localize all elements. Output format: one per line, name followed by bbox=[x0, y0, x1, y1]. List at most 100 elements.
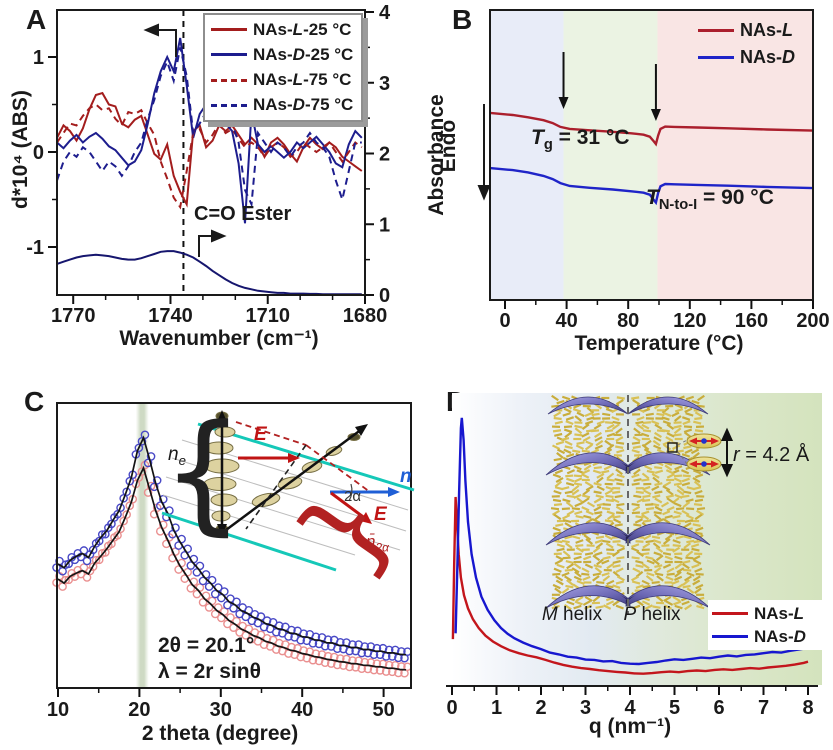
x-tick-label: 160 bbox=[735, 310, 768, 332]
scatter-point bbox=[101, 529, 110, 539]
x-tick-label: 8 bbox=[802, 697, 813, 719]
panel-b-endo-label: Endo bbox=[437, 119, 460, 173]
scatter-point bbox=[149, 482, 159, 492]
y-right-tick-label: 4 bbox=[379, 2, 391, 24]
legend-line-swatch bbox=[211, 28, 247, 32]
panel-d-spacing-callout bbox=[667, 427, 734, 478]
endo-arrow bbox=[477, 104, 491, 201]
right-axis-pointer-arrow bbox=[198, 229, 227, 257]
inset-cyan-line bbox=[161, 511, 337, 572]
legend-line-swatch bbox=[698, 29, 734, 32]
legend-line-swatch bbox=[211, 103, 247, 107]
scatter-point bbox=[223, 619, 232, 629]
inset-field-vectors bbox=[238, 453, 400, 524]
scatter-point bbox=[88, 562, 98, 571]
x-tick-label: 4 bbox=[624, 697, 636, 719]
legend-line-swatch bbox=[211, 78, 247, 82]
panel-b-plot: 0 40 80 120 160 200 bbox=[477, 9, 830, 332]
x-tick-label: 1680 bbox=[343, 305, 388, 327]
legend-label: NAs-L-75 °C bbox=[253, 70, 352, 90]
series-line bbox=[56, 250, 362, 296]
scatter-point bbox=[107, 539, 116, 549]
inset-ne-label: ne bbox=[168, 444, 186, 468]
left-axis-pointer-arrow bbox=[143, 23, 177, 57]
x-tick-label: 50 bbox=[372, 699, 394, 721]
legend-label: NAs-D bbox=[740, 47, 796, 67]
panel-c-letter: C bbox=[24, 386, 45, 417]
inset-n-label: n bbox=[400, 466, 412, 487]
panel-b-letter: B bbox=[452, 4, 473, 35]
x-tick-label: 30 bbox=[210, 699, 232, 721]
scatter-point bbox=[125, 501, 135, 510]
legend-item: NAs-D-75 °C bbox=[211, 95, 355, 115]
x-tick-label: 10 bbox=[47, 699, 69, 721]
x-tick-label: 7 bbox=[758, 697, 769, 719]
p-helix-illustration bbox=[625, 394, 711, 611]
scatter-point bbox=[107, 519, 116, 529]
scatter-point bbox=[186, 584, 196, 593]
scatter-point bbox=[137, 436, 147, 446]
m-helix-label: M helix bbox=[541, 604, 603, 625]
scatter-point bbox=[210, 609, 220, 619]
inset-n2alpha-label: n̄2α bbox=[366, 532, 389, 555]
x-tick-label: 0 bbox=[499, 310, 510, 332]
panel-a-letter: A bbox=[26, 4, 47, 35]
inset-dashed-construction-lines bbox=[235, 421, 371, 530]
x-tick-label: 80 bbox=[617, 310, 639, 332]
fit-line bbox=[57, 435, 407, 656]
plot-element bbox=[489, 9, 814, 301]
legend-label: NAs-D bbox=[754, 626, 806, 646]
panel-c-inset-diagram: { } bbox=[161, 396, 419, 595]
scatter-point bbox=[137, 467, 147, 476]
series-line bbox=[489, 166, 814, 206]
inset-director-arrows bbox=[217, 410, 368, 536]
panel-c-peak-annotation: 2θ = 20.1° bbox=[158, 634, 255, 657]
series-line bbox=[56, 91, 363, 208]
scatter-point bbox=[125, 476, 135, 486]
scatter-point bbox=[113, 509, 122, 519]
scatter-point bbox=[94, 555, 104, 565]
panel-c-x-title: 2 theta (degree) bbox=[141, 722, 299, 745]
x-tick-label: 2 bbox=[535, 697, 546, 719]
legend-item: NAs-L bbox=[712, 604, 826, 624]
legend-label: NAs-L-25 °C bbox=[253, 19, 352, 39]
scatter-point bbox=[119, 493, 128, 503]
x-tick-label: 1740 bbox=[148, 305, 193, 327]
plot-element bbox=[657, 11, 813, 299]
legend-line-swatch bbox=[698, 56, 734, 59]
legend-label: NAs-L bbox=[754, 603, 805, 623]
scatter-point bbox=[94, 536, 104, 546]
x-tick-label: 200 bbox=[796, 310, 829, 332]
x-tick-label: 1710 bbox=[245, 305, 290, 327]
inset-2alpha-label: 2α bbox=[344, 488, 362, 505]
panel-b-x-title: Temperature (°C) bbox=[574, 332, 744, 355]
scatter-point bbox=[210, 589, 220, 599]
legend-item: NAs-L-75 °C bbox=[211, 70, 355, 90]
x-tick-label: 1770 bbox=[51, 305, 96, 327]
transition-arrowhead bbox=[558, 97, 569, 109]
panel-b-legend: NAs-L NAs-D bbox=[698, 20, 795, 68]
series-line bbox=[454, 417, 809, 666]
x-tick-label: 3 bbox=[580, 697, 591, 719]
x-tick-label: 5 bbox=[669, 697, 680, 719]
legend-item: NAs-D bbox=[712, 627, 826, 647]
y-right-tick-label: 1 bbox=[379, 214, 390, 236]
plot-element bbox=[563, 11, 658, 299]
x-tick-label: 120 bbox=[673, 310, 706, 332]
transition-arrowhead bbox=[650, 109, 661, 121]
scatter-point bbox=[143, 458, 153, 468]
scatter-point bbox=[88, 545, 98, 555]
panel-a-plot: 1770 1740 1710 1680 1 0 -1 4 3 2 1 0 bbox=[26, 2, 391, 327]
scatter-point bbox=[64, 559, 74, 569]
legend-item: NAs-L-25 °C bbox=[211, 20, 355, 40]
panel-a-x-title: Wavenumber (cm⁻¹) bbox=[119, 327, 319, 350]
x-tick-label: 40 bbox=[291, 699, 313, 721]
plot-element bbox=[490, 11, 564, 299]
panel-d-plot: 0 1 2 3 4 5 6 7 8 bbox=[446, 393, 822, 719]
legend-item: NAs-L bbox=[698, 20, 795, 41]
panel-c-plot: 10 20 30 40 50 bbox=[47, 396, 419, 721]
series-line bbox=[56, 103, 363, 210]
panel-a-ester-annotation: C=O Ester bbox=[194, 203, 292, 225]
series-line bbox=[451, 496, 809, 675]
